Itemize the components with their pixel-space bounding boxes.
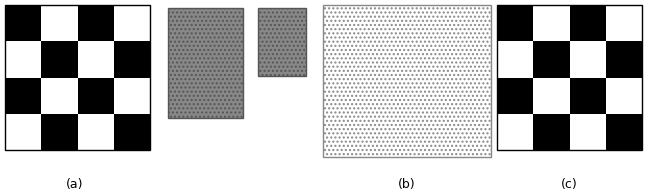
Text: (b): (b) [398, 178, 416, 191]
Bar [5, 5, 41, 41]
Bar [497, 77, 533, 114]
Bar [168, 8, 243, 118]
Bar [114, 5, 150, 41]
Bar [606, 5, 642, 41]
Bar [533, 77, 570, 114]
Bar [570, 77, 606, 114]
Bar [533, 41, 570, 77]
Bar [5, 41, 41, 77]
Bar [78, 5, 114, 41]
Text: (c): (c) [561, 178, 577, 191]
Bar [5, 5, 150, 150]
Bar [570, 5, 606, 41]
Bar [497, 41, 533, 77]
Bar [41, 41, 78, 77]
Bar [258, 8, 306, 76]
Text: (a): (a) [66, 178, 84, 191]
Bar [41, 5, 78, 41]
Bar [41, 114, 78, 150]
Bar [533, 114, 570, 150]
Bar [497, 5, 533, 41]
Bar [606, 114, 642, 150]
Bar [78, 114, 114, 150]
Bar [570, 41, 606, 77]
Bar [497, 5, 642, 150]
Bar [78, 77, 114, 114]
Bar [606, 77, 642, 114]
Bar [114, 41, 150, 77]
Bar [606, 41, 642, 77]
Bar [5, 114, 41, 150]
Bar [41, 77, 78, 114]
Bar [114, 114, 150, 150]
Bar [78, 41, 114, 77]
Bar [323, 5, 491, 157]
Bar [570, 114, 606, 150]
Bar [114, 77, 150, 114]
Bar [497, 114, 533, 150]
Bar [533, 5, 570, 41]
Bar [5, 77, 41, 114]
